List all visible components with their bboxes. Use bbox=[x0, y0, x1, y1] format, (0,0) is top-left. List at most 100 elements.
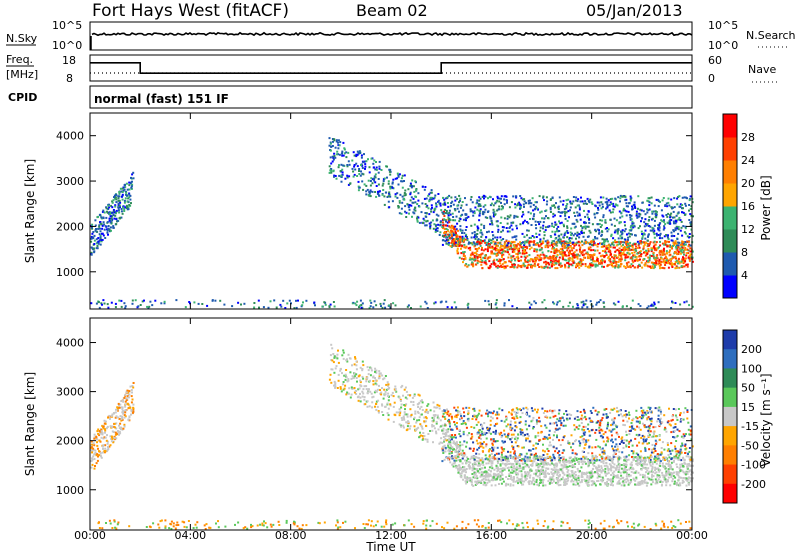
scatter-cell bbox=[523, 205, 525, 208]
scatter-cell bbox=[419, 413, 422, 416]
scatter-cell bbox=[620, 262, 623, 265]
scatter-cell bbox=[503, 468, 506, 471]
scatter-cell bbox=[541, 217, 543, 220]
scatter-cell bbox=[486, 231, 488, 234]
scatter-cell bbox=[331, 155, 334, 158]
scatter-cell bbox=[667, 238, 670, 241]
scatter-cell bbox=[112, 199, 115, 202]
scatter-cell bbox=[688, 199, 691, 202]
scatter-cell bbox=[511, 265, 514, 268]
scatter-cell bbox=[415, 421, 418, 424]
scatter-cell bbox=[510, 246, 513, 249]
scatter-cell bbox=[93, 437, 96, 440]
scatter-cell bbox=[470, 196, 473, 198]
scatter-cell bbox=[567, 262, 570, 264]
scatter-cell bbox=[345, 156, 348, 159]
scatter-cell bbox=[113, 211, 116, 214]
scatter-cell bbox=[128, 193, 131, 196]
scatter-cell bbox=[469, 258, 472, 261]
scatter-cell bbox=[447, 233, 449, 236]
scatter-cell bbox=[452, 241, 455, 244]
scatter-cell bbox=[451, 237, 454, 240]
scatter-cell bbox=[435, 422, 438, 425]
scatter-cell bbox=[646, 252, 649, 255]
scatter-cell bbox=[451, 200, 454, 203]
scatter-cell bbox=[580, 262, 583, 265]
scatter-cell bbox=[615, 244, 618, 247]
scatter-cell bbox=[535, 478, 538, 481]
scatter-cell bbox=[424, 203, 427, 205]
scatter-cell bbox=[509, 462, 512, 465]
scatter-cell bbox=[92, 448, 95, 451]
scatter-cell bbox=[399, 412, 402, 414]
scatter-cell bbox=[363, 160, 366, 163]
scatter-cell bbox=[582, 432, 585, 435]
scatter-cell bbox=[575, 196, 578, 199]
scatter-cell bbox=[551, 257, 554, 260]
scatter-cell bbox=[430, 198, 433, 201]
scatter-cell bbox=[651, 226, 654, 229]
scatter-cell bbox=[645, 471, 647, 474]
scatter-cell bbox=[472, 415, 475, 418]
scatter-cell bbox=[403, 418, 406, 421]
scatter-cell bbox=[417, 199, 420, 202]
scatter-cell bbox=[357, 151, 360, 154]
scatter-cell bbox=[653, 248, 656, 251]
scatter-cell bbox=[559, 262, 562, 265]
scatter-cell bbox=[542, 224, 545, 227]
scatter-cell bbox=[568, 237, 571, 240]
scatter-cell bbox=[576, 211, 579, 214]
scatter-cell bbox=[688, 243, 691, 246]
scatter-cell bbox=[464, 459, 467, 462]
scatter-cell bbox=[522, 446, 525, 449]
scatter-cell bbox=[343, 152, 346, 155]
scatter-cell bbox=[366, 405, 369, 408]
scatter-cell bbox=[356, 165, 359, 168]
scatter-cell bbox=[580, 261, 582, 264]
scatter-cell bbox=[451, 455, 454, 458]
scatter-cell bbox=[577, 198, 580, 201]
scatter-cell bbox=[90, 466, 93, 469]
scatter-cell bbox=[628, 245, 630, 248]
scatter-cell bbox=[472, 253, 475, 256]
scatter-cell bbox=[352, 175, 355, 178]
scatter-cell bbox=[358, 304, 361, 307]
scatter-cell bbox=[114, 196, 117, 199]
scatter-cell bbox=[379, 389, 381, 391]
scatter-cell bbox=[444, 232, 447, 235]
scatter-cell bbox=[101, 210, 104, 213]
scatter-cell bbox=[619, 200, 621, 203]
scatter-cell bbox=[546, 416, 549, 419]
scatter-cell bbox=[467, 264, 470, 267]
scatter-cell bbox=[633, 251, 636, 254]
scatter-cell bbox=[113, 435, 116, 438]
scatter-cell bbox=[536, 463, 539, 466]
scatter-cell bbox=[585, 440, 588, 443]
scatter-cell bbox=[664, 257, 667, 260]
scatter-cell bbox=[508, 253, 511, 256]
scatter-cell bbox=[620, 258, 623, 261]
scatter-cell bbox=[434, 414, 437, 416]
scatter-cell bbox=[618, 435, 620, 438]
scatter-cell bbox=[573, 211, 576, 214]
scatter-cell bbox=[565, 246, 568, 249]
scatter-cell bbox=[110, 440, 113, 443]
scatter-cell bbox=[352, 170, 355, 173]
scatter-cell bbox=[132, 177, 135, 180]
scatter-cell bbox=[105, 439, 108, 442]
scatter-cell bbox=[491, 442, 494, 445]
scatter-cell bbox=[366, 392, 369, 395]
scatter-cell bbox=[451, 436, 454, 439]
scatter-cell bbox=[641, 237, 644, 240]
scatter-cell bbox=[673, 230, 675, 233]
freq-tick-bottom: 8 bbox=[66, 72, 73, 85]
scatter-cell bbox=[347, 378, 350, 381]
scatter-cell bbox=[676, 203, 679, 206]
scatter-cell bbox=[117, 195, 120, 198]
scatter-cell bbox=[421, 185, 424, 188]
scatter-cell bbox=[363, 153, 365, 156]
scatter-cell bbox=[517, 257, 520, 260]
scatter-cell bbox=[253, 302, 256, 304]
scatter-cell bbox=[117, 409, 119, 412]
scatter-cell bbox=[671, 301, 674, 304]
